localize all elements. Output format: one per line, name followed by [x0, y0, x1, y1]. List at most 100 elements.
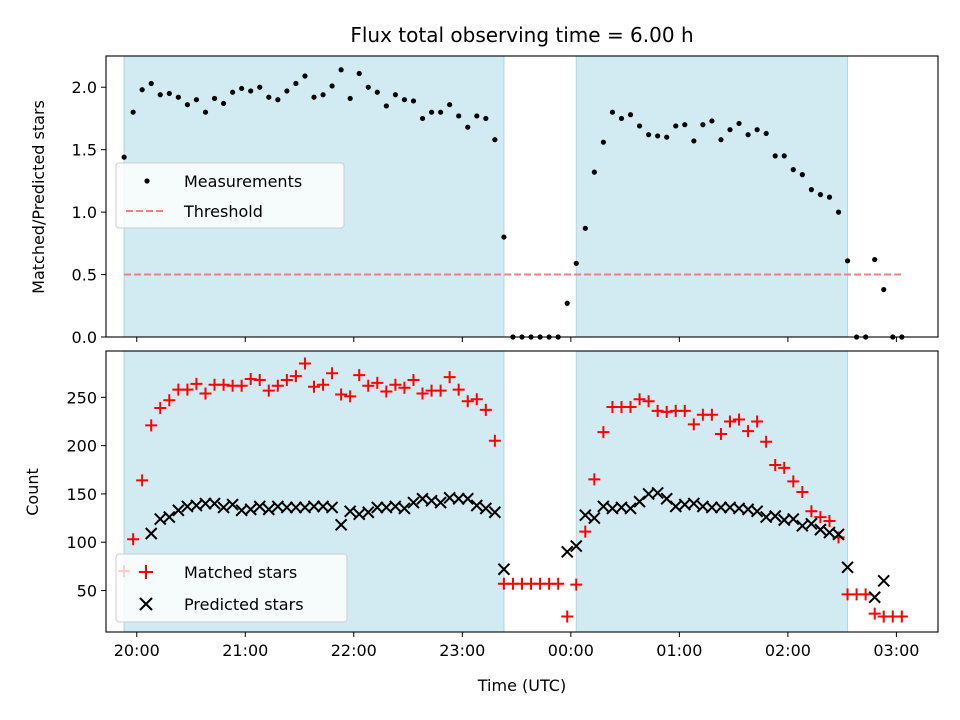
measurement-point [881, 286, 887, 293]
measurement-point [763, 130, 769, 137]
chart-title: Flux total observing time = 6.00 h [350, 23, 693, 47]
legend-label-predicted: Predicted stars [184, 595, 304, 614]
measurement-point [193, 97, 200, 103]
predicted-star-point [714, 501, 728, 514]
predicted-star-point [750, 505, 764, 518]
measurement-point [591, 169, 597, 175]
predicted-stars-series [145, 486, 890, 604]
matched-star-point [326, 367, 339, 380]
measurement-point [447, 102, 453, 108]
predicted-star-point [461, 492, 474, 505]
matched-star-point [335, 388, 348, 401]
measurement-point [781, 153, 787, 159]
matched-star-point [127, 533, 140, 546]
matched-star-point [552, 577, 565, 590]
matched-star-point [371, 376, 384, 389]
matched-star-point [353, 369, 366, 382]
measurement-point [582, 225, 588, 231]
bottom-axes: 20:00 21:00 22:00 23:00 00:00 01:00 02:00 03:00… [66, 350, 939, 660]
x-axis-label: Time (UTC) [477, 676, 566, 695]
predicted-star-point [199, 497, 212, 510]
matched-star-point [588, 473, 601, 486]
matched-stars-series [118, 357, 908, 623]
matched-star-point [733, 413, 746, 426]
measurement-point [664, 134, 670, 140]
matched-star-point [642, 395, 655, 408]
predicted-star-point [651, 486, 664, 500]
matched-star-point [570, 578, 583, 591]
predicted-star-point [805, 517, 818, 531]
bottom-y-axis-label: Count [23, 468, 42, 516]
measurement-point [175, 94, 181, 100]
predicted-star-point [208, 497, 221, 510]
measurement-point [248, 88, 254, 94]
top-y-tick-label: 1.0 [72, 203, 97, 222]
matched-star-point [298, 357, 311, 370]
top-y-tick-label: 0.0 [72, 328, 97, 347]
predicted-star-point [570, 539, 583, 553]
top-y-tick-label: 1.5 [72, 141, 97, 160]
predicted-star-point [217, 501, 230, 514]
x-tick-label: 20:00 [114, 641, 160, 660]
matched-star-point [678, 404, 691, 417]
predicted-star-point [470, 499, 483, 512]
measurement-point [347, 95, 353, 102]
matched-star-point [452, 383, 465, 396]
measurement-point [311, 94, 317, 100]
predicted-star-point [307, 500, 321, 513]
measurement-point [266, 94, 272, 100]
matched-star-point [253, 373, 266, 386]
matched-star-point [344, 390, 357, 403]
measurement-point [709, 118, 715, 124]
predicted-star-point [687, 497, 701, 510]
measurement-point [293, 80, 299, 87]
observing-window-2 [575, 55, 849, 338]
predicted-star-point [497, 563, 511, 576]
matched-star-point [317, 378, 330, 391]
flux-ratio-panel: 0.00.51.01.52.0 Matched/Predicted stars … [29, 55, 939, 347]
matched-star-point [181, 383, 194, 396]
measurement-point [646, 132, 652, 138]
bottom-y-tick-label: 150 [66, 485, 97, 504]
x-tick-label: 22:00 [331, 641, 377, 660]
predicted-star-point [343, 505, 357, 518]
measurement-point [483, 115, 489, 122]
bottom-legend: Matched stars Predicted stars [115, 553, 348, 623]
measurement-point [817, 192, 824, 198]
matched-star-point [362, 379, 375, 392]
measurement-point [727, 127, 733, 133]
measurement-point [799, 172, 805, 178]
predicted-star-point [253, 500, 266, 513]
measurement-point [374, 89, 380, 95]
measurement-point [736, 120, 742, 127]
top-y-axis-label: Matched/Predicted stars [29, 100, 48, 294]
top-y-tick-label: 0.5 [72, 266, 97, 285]
measurement-point [392, 92, 398, 98]
measurement-point [700, 122, 706, 128]
measurement-point [329, 83, 335, 89]
matched-star-point [398, 381, 411, 394]
measurement-point [826, 194, 833, 200]
predicted-star-point [289, 501, 303, 514]
predicted-star-point [325, 501, 339, 514]
predicted-star-point [163, 510, 176, 524]
x-tick-label: 23:00 [439, 641, 485, 660]
matched-star-point [796, 485, 809, 498]
matched-star-point [380, 385, 393, 398]
predicted-star-point [244, 503, 257, 516]
top-y-tick-label: 2.0 [72, 78, 97, 97]
predicted-star-point [280, 501, 294, 514]
matched-star-point [778, 461, 791, 474]
x-tick-label: 01:00 [656, 641, 702, 660]
measurement-point [257, 84, 263, 90]
measurement-point [148, 80, 154, 87]
predicted-star-point [561, 545, 574, 559]
x-tick-label: 02:00 [765, 641, 811, 660]
matched-star-point [443, 371, 456, 384]
predicted-star-point [434, 496, 447, 509]
predicted-star-point [488, 506, 502, 519]
measurement-point [844, 258, 851, 264]
matched-star-point [624, 401, 637, 414]
measurement-point [410, 98, 417, 104]
